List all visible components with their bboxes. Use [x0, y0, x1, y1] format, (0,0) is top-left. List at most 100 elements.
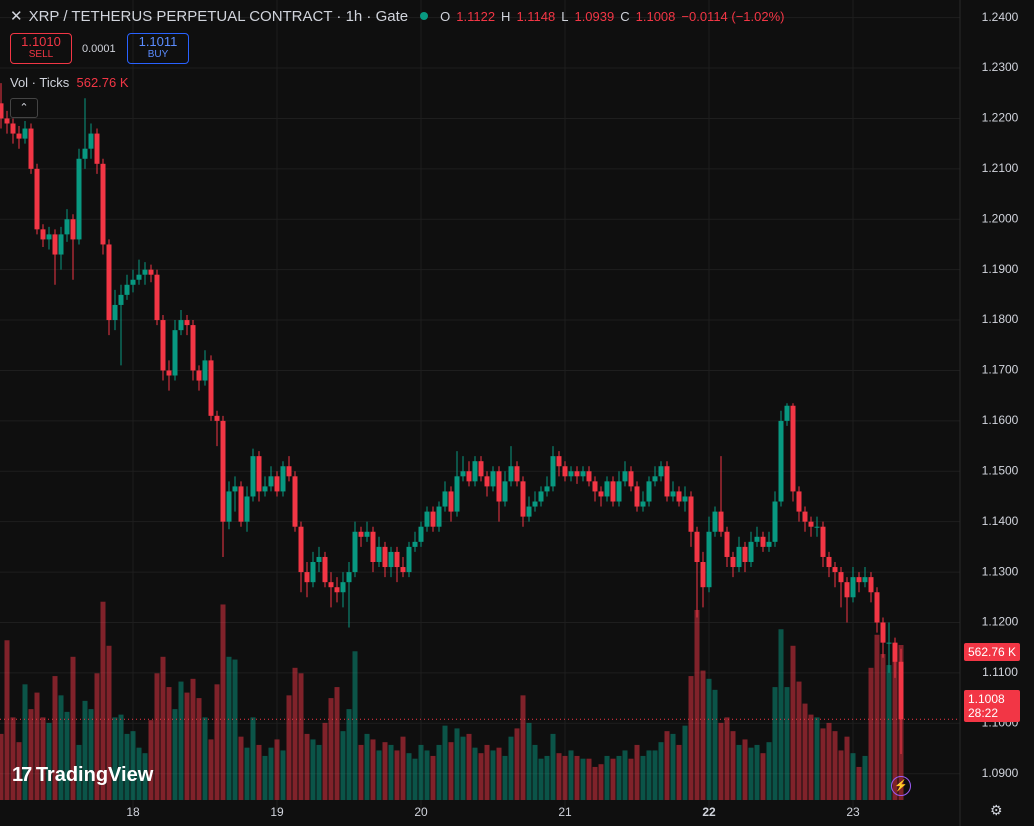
- candle-body: [748, 541, 754, 562]
- ohlc-value: 1.1008: [635, 8, 676, 24]
- volume-bar: [616, 755, 622, 800]
- volume-bar: [706, 678, 712, 800]
- volume-bar: [442, 725, 448, 800]
- candle-body: [334, 587, 340, 593]
- candle-body: [280, 466, 286, 492]
- volume-bar: [394, 750, 400, 800]
- candle-body: [238, 486, 244, 522]
- y-tick-label: 1.1900: [982, 262, 1019, 276]
- volume-bar: [364, 733, 370, 800]
- volume-bar: [604, 755, 610, 800]
- volume-bar: [580, 758, 586, 800]
- candle-body: [808, 521, 814, 527]
- volume-bar: [94, 673, 100, 800]
- sell-button[interactable]: 1.1010 SELL: [10, 33, 72, 64]
- candle-body: [868, 577, 874, 593]
- volume-bar: [412, 758, 418, 800]
- volume-bar: [220, 604, 226, 800]
- volume-bar: [640, 755, 646, 800]
- volume-bar: [154, 673, 160, 800]
- y-tick-label: 1.1500: [982, 463, 1019, 477]
- candle-body: [22, 128, 28, 139]
- volume-bar: [508, 736, 514, 800]
- candle-body: [364, 531, 370, 537]
- candle-body: [886, 642, 892, 644]
- candle-body: [376, 546, 382, 562]
- volume-bar: [856, 766, 862, 800]
- volume-bar: [634, 744, 640, 800]
- candle-body: [388, 551, 394, 568]
- candle-body: [832, 567, 838, 573]
- volume-bar: [526, 722, 532, 800]
- candle-body: [802, 511, 808, 522]
- candle-body: [40, 229, 46, 240]
- candle-body: [442, 491, 448, 507]
- candle-body: [658, 466, 664, 477]
- candle-body: [298, 526, 304, 573]
- ohlc-key: H: [501, 8, 511, 24]
- volume-bar: [574, 755, 580, 800]
- volume-bar: [778, 629, 784, 800]
- volume-bar: [340, 731, 346, 800]
- candle-body: [586, 471, 592, 482]
- close-icon[interactable]: ✕: [10, 8, 23, 25]
- candle-body: [436, 506, 442, 527]
- logo: 17 TradingView: [12, 764, 154, 786]
- volume-bar: [862, 755, 868, 800]
- y-tick-label: 1.2300: [982, 60, 1019, 74]
- candle-body: [556, 456, 562, 467]
- candle-body: [562, 466, 568, 477]
- volume-bar: [46, 722, 52, 800]
- change: −0.0114 (−1.02%): [681, 8, 785, 24]
- volume-bar: [490, 750, 496, 800]
- settings-icon[interactable]: ⚙: [990, 802, 1003, 818]
- volume-bar: [172, 709, 178, 800]
- candle-body: [478, 461, 484, 477]
- candle-body: [352, 531, 358, 573]
- y-tick-label: 1.2100: [982, 161, 1019, 175]
- volume-bar: [118, 714, 124, 800]
- candle-body: [622, 471, 628, 482]
- indicator-value: 562.76 K: [76, 75, 129, 90]
- volume-bar: [190, 678, 196, 800]
- candle-body: [316, 556, 322, 562]
- volume-bar: [106, 645, 112, 800]
- ohlc-value: 1.1148: [516, 8, 556, 24]
- candle-body: [514, 466, 520, 482]
- candle-body: [652, 476, 658, 482]
- candle-body: [226, 491, 232, 522]
- sell-price: 1.1010: [21, 34, 61, 49]
- ohlc-key: O: [440, 8, 451, 24]
- candle-body: [184, 320, 190, 326]
- alert-icon[interactable]: ⚡: [891, 776, 911, 796]
- candle-body: [898, 661, 904, 720]
- collapse-button[interactable]: ⌃: [10, 98, 38, 118]
- candle-body: [328, 582, 334, 588]
- volume-bar: [724, 717, 730, 800]
- volume-bar: [502, 755, 508, 800]
- volume-bar: [4, 640, 10, 800]
- volume-bar: [34, 692, 40, 800]
- candle-body: [154, 274, 160, 321]
- candle-body: [820, 526, 826, 557]
- volume-bar: [418, 744, 424, 800]
- volume-bar: [718, 722, 724, 800]
- candle-body: [826, 556, 832, 568]
- candle-body: [322, 556, 328, 583]
- last-price: 1.1008: [968, 692, 1005, 706]
- volume-bar: [280, 750, 286, 800]
- volume-bar: [400, 736, 406, 800]
- candle-body: [118, 294, 124, 305]
- candle-body: [484, 476, 490, 487]
- candle-body: [844, 582, 850, 598]
- candle-body: [148, 269, 154, 275]
- candle-body: [682, 496, 688, 502]
- candle-body: [112, 304, 118, 321]
- candle-body: [532, 501, 538, 507]
- candle-body: [76, 158, 82, 240]
- candle-body: [250, 456, 256, 497]
- y-tick-label: 1.1800: [982, 312, 1019, 326]
- candle-body: [694, 531, 700, 562]
- buy-button[interactable]: 1.1011 BUY: [127, 33, 189, 64]
